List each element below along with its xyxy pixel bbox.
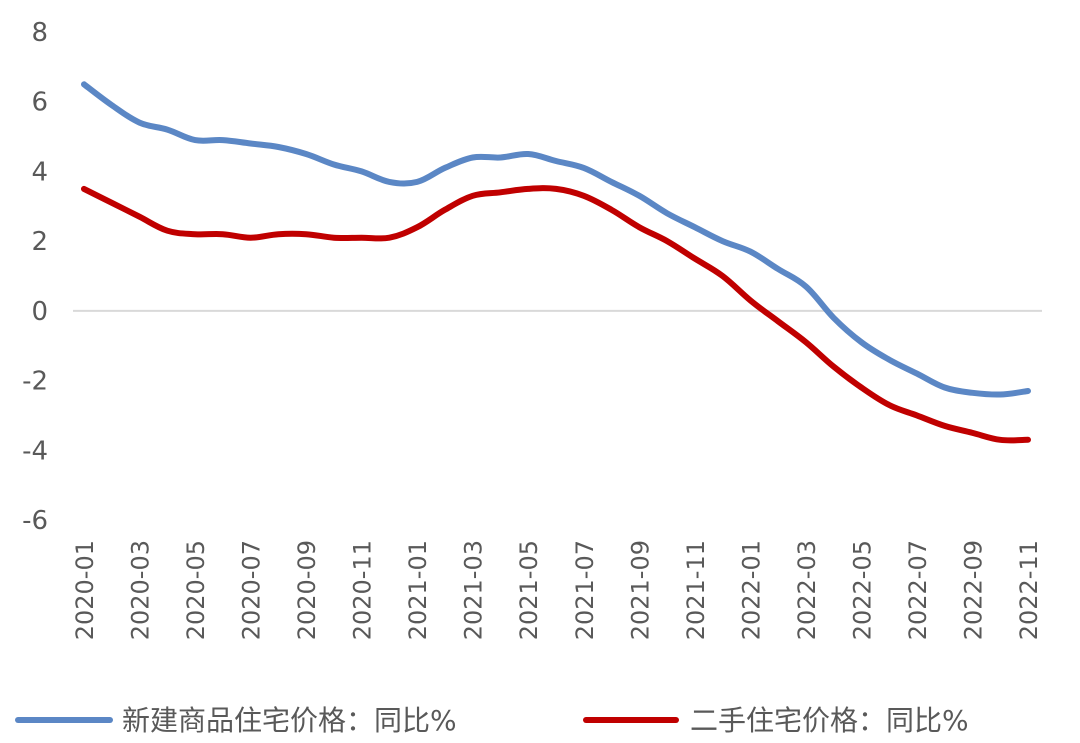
x-tick-label: 2020-01 bbox=[71, 540, 99, 640]
series-lines bbox=[81, 81, 1031, 444]
x-tick-label: 2020-09 bbox=[293, 540, 321, 640]
x-axis-ticks: 2020-01 2020-03 2020-05 2020-07 2020-09 2020-… bbox=[71, 540, 1043, 640]
y-tick-label: -2 bbox=[22, 367, 48, 397]
x-tick-label: 2020-11 bbox=[349, 540, 377, 640]
x-tick-label: 2022-11 bbox=[1015, 540, 1043, 640]
y-axis-ticks: 8 6 4 2 0 -2 -4 -6 bbox=[22, 18, 48, 536]
y-tick-label: -6 bbox=[22, 506, 48, 536]
y-tick-label: 8 bbox=[31, 18, 48, 48]
legend: 新建商品住宅价格：同比% 二手住宅价格：同比% bbox=[15, 704, 969, 737]
y-tick-label: 0 bbox=[31, 297, 48, 327]
legend-label-second-hand-homes: 二手住宅价格：同比% bbox=[690, 704, 969, 737]
x-tick-label: 2021-07 bbox=[571, 540, 599, 640]
y-tick-label: 6 bbox=[31, 88, 48, 118]
x-tick-label: 2021-11 bbox=[682, 540, 710, 640]
legend-label-new-homes: 新建商品住宅价格：同比% bbox=[122, 704, 457, 737]
x-tick-label: 2020-07 bbox=[238, 540, 266, 640]
x-tick-label: 2022-09 bbox=[960, 540, 988, 640]
y-tick-label: -4 bbox=[22, 436, 48, 466]
x-tick-label: 2021-01 bbox=[404, 540, 432, 640]
x-tick-label: 2022-01 bbox=[737, 540, 765, 640]
x-tick-label: 2022-07 bbox=[904, 540, 932, 640]
x-tick-label: 2021-09 bbox=[626, 540, 654, 640]
x-tick-label: 2021-03 bbox=[460, 540, 488, 640]
x-tick-label: 2020-05 bbox=[182, 540, 210, 640]
x-tick-label: 2022-05 bbox=[848, 540, 876, 640]
x-tick-label: 2021-05 bbox=[515, 540, 543, 640]
y-tick-label: 4 bbox=[31, 157, 48, 187]
y-tick-label: 2 bbox=[31, 227, 48, 257]
x-tick-label: 2022-03 bbox=[793, 540, 821, 640]
series-line-second-hand-homes bbox=[81, 185, 1031, 444]
series-line-new-homes bbox=[81, 81, 1031, 398]
x-tick-label: 2020-03 bbox=[127, 540, 155, 640]
